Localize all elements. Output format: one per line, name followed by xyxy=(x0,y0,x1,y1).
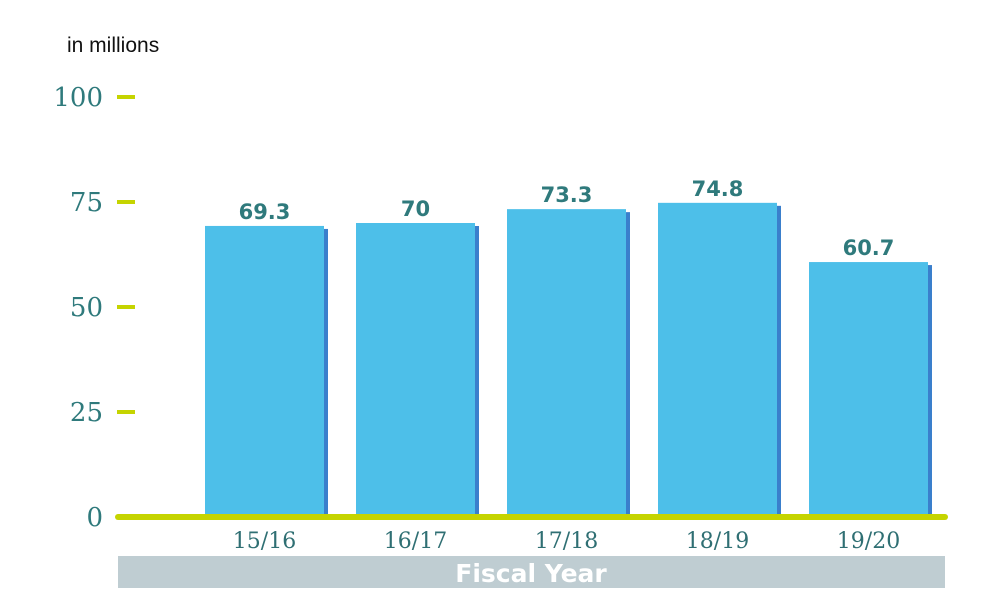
x-tick-label: 17/18 xyxy=(535,529,598,554)
x-tick-label: 16/17 xyxy=(384,529,447,554)
y-axis-ticks: 0 25 50 75 100 xyxy=(53,83,135,533)
bars-group: 69.3 70 73.3 74.8 60.7 xyxy=(205,177,932,517)
y-tick-label: 0 xyxy=(86,503,103,533)
y-tick-label: 100 xyxy=(53,83,103,113)
bar-shadow xyxy=(777,205,781,517)
x-axis-ticks: 15/16 16/17 17/18 18/19 19/20 xyxy=(233,529,900,554)
y-tick-mark xyxy=(117,95,135,99)
data-label: 69.3 xyxy=(239,200,291,224)
y-tick-label: 25 xyxy=(70,398,103,428)
x-axis-title: Fiscal Year xyxy=(455,559,607,588)
data-label: 60.7 xyxy=(843,236,895,260)
bar xyxy=(205,225,324,517)
bar xyxy=(658,202,777,517)
unit-label: in millions xyxy=(67,34,159,57)
y-tick-label: 50 xyxy=(70,293,103,323)
y-tick-mark xyxy=(117,305,135,309)
y-tick-mark xyxy=(117,410,135,414)
data-label: 74.8 xyxy=(692,177,744,201)
data-label: 73.3 xyxy=(541,183,593,207)
x-tick-label: 19/20 xyxy=(837,529,900,554)
x-tick-label: 18/19 xyxy=(686,529,749,554)
bar xyxy=(507,209,626,517)
y-tick-label: 75 xyxy=(70,188,103,218)
bar-shadow xyxy=(475,226,479,517)
y-tick-mark xyxy=(117,200,135,204)
x-tick-label: 15/16 xyxy=(233,529,296,554)
bar xyxy=(809,262,928,517)
data-label: 70 xyxy=(401,197,430,221)
bar-shadow xyxy=(928,265,932,517)
bar-shadow xyxy=(324,228,328,517)
bar-shadow xyxy=(626,212,630,517)
bar xyxy=(356,223,475,517)
x-axis-title-band xyxy=(118,556,945,588)
